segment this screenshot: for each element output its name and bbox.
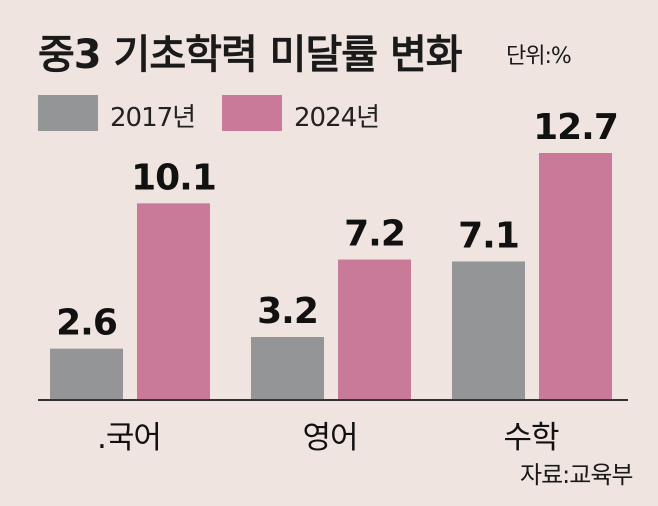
source-label: 자료:교육부: [520, 461, 633, 489]
bar-2024년-.국어: [137, 203, 210, 399]
category-label: 수학: [503, 420, 559, 456]
bar-2017년-영어: [251, 337, 324, 399]
bar-value-label: 3.2: [257, 291, 318, 332]
bar-2017년-수학: [452, 261, 525, 399]
category-label: 영어: [302, 420, 357, 456]
bar-value-label: 10.1: [131, 157, 216, 198]
chart-title: 중3 기초학력 미달률 변화: [38, 32, 463, 78]
bar-value-label: 2.6: [56, 303, 117, 344]
legend-label-2024: 2024년: [294, 103, 380, 133]
legend-swatch-2017: [38, 95, 98, 131]
category-label: .국어: [97, 420, 161, 456]
bar-value-label: 7.2: [344, 214, 405, 255]
bar-2024년-수학: [539, 153, 612, 399]
unit-label: 단위:%: [506, 44, 572, 69]
legend-swatch-2024: [222, 95, 282, 131]
legend-label-2017: 2017년: [110, 103, 196, 133]
bar-value-label: 7.1: [458, 215, 519, 256]
bar-2017년-.국어: [50, 348, 123, 399]
bar-2024년-영어: [338, 259, 411, 399]
bar-value-label: 12.7: [533, 107, 618, 148]
